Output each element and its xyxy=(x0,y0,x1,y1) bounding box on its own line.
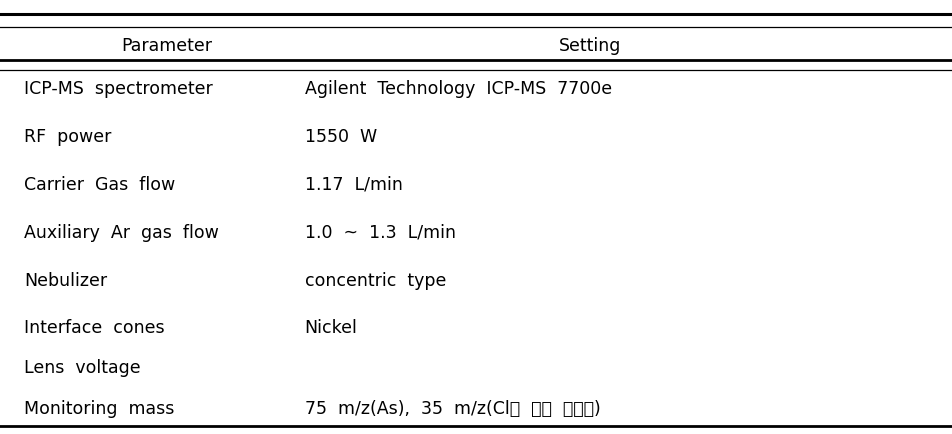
Text: 1.17  L/min: 1.17 L/min xyxy=(305,175,403,194)
Text: Interface  cones: Interface cones xyxy=(24,319,165,337)
Text: Parameter: Parameter xyxy=(121,36,212,55)
Text: ICP-MS  spectrometer: ICP-MS spectrometer xyxy=(24,80,212,98)
Text: Nickel: Nickel xyxy=(305,319,358,337)
Text: 1.0  ~  1.3  L/min: 1.0 ~ 1.3 L/min xyxy=(305,223,456,241)
Text: 1550  W: 1550 W xyxy=(305,128,377,146)
Text: concentric  type: concentric type xyxy=(305,271,446,289)
Text: Agilent  Technology  ICP-MS  7700e: Agilent Technology ICP-MS 7700e xyxy=(305,80,612,98)
Text: Carrier  Gas  flow: Carrier Gas flow xyxy=(24,175,175,194)
Text: Setting: Setting xyxy=(559,36,622,55)
Text: 75  m/z(As),  35  m/z(Cl의  간섭  확인용): 75 m/z(As), 35 m/z(Cl의 간섭 확인용) xyxy=(305,399,601,417)
Text: RF  power: RF power xyxy=(24,128,111,146)
Text: Nebulizer: Nebulizer xyxy=(24,271,107,289)
Text: Monitoring  mass: Monitoring mass xyxy=(24,399,174,417)
Text: Lens  voltage: Lens voltage xyxy=(24,358,141,376)
Text: Auxiliary  Ar  gas  flow: Auxiliary Ar gas flow xyxy=(24,223,219,241)
